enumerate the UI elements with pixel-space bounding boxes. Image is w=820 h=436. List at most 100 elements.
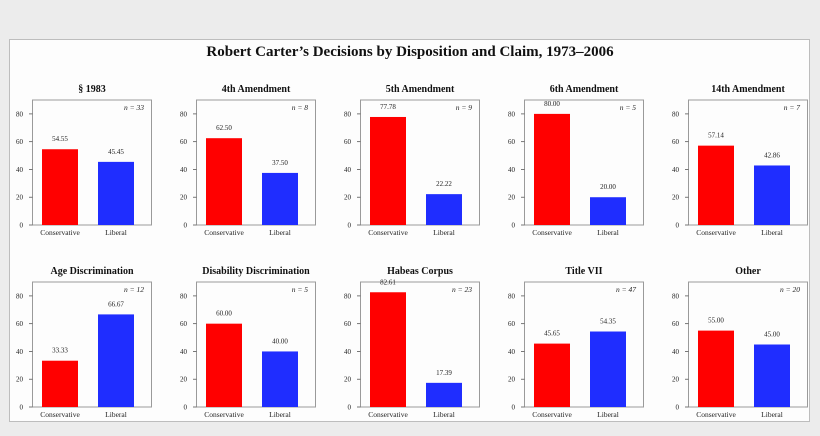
bar-liberal [754, 344, 790, 407]
bar-conservative [698, 145, 734, 225]
category-label: Conservative [204, 228, 244, 237]
category-label: Conservative [40, 228, 80, 237]
bar-conservative [534, 113, 570, 225]
value-label: 33.33 [52, 347, 68, 355]
bar-liberal [262, 351, 298, 407]
n-label: n = 5 [620, 103, 637, 112]
y-tick-label: 60 [16, 138, 24, 146]
panel-title: Habeas Corpus [387, 266, 453, 277]
y-tick-label: 40 [180, 348, 188, 356]
category-label: Liberal [269, 410, 291, 419]
bar-liberal [98, 161, 134, 225]
y-tick-label: 60 [672, 320, 680, 328]
y-tick-label: 40 [344, 348, 352, 356]
panel-title: Title VII [565, 266, 602, 277]
n-label: n = 8 [292, 103, 309, 112]
value-label: 42.86 [764, 151, 780, 159]
category-label: Conservative [204, 410, 244, 419]
panel-7: Disability Discrimination 0 20 40 60 80 60.00 C… [180, 266, 316, 419]
bar-liberal [426, 382, 462, 407]
y-tick-label: 20 [344, 194, 352, 202]
plot-border [360, 99, 480, 226]
y-tick-label: 0 [184, 404, 188, 412]
chart-title: Robert Carter’s Decisions by Disposition… [206, 44, 614, 60]
y-tick-label: 0 [20, 404, 24, 412]
value-label: 20.00 [600, 183, 616, 191]
value-label: 80.00 [544, 100, 560, 108]
value-label: 55.00 [708, 317, 724, 325]
panel-title: Other [735, 266, 761, 277]
y-tick-label: 60 [344, 320, 352, 328]
bar-conservative [206, 138, 242, 225]
category-label: Conservative [532, 410, 572, 419]
y-tick-label: 60 [16, 320, 24, 328]
panel-8: Habeas Corpus 0 20 40 60 80 82.61 Conservative 1… [344, 266, 480, 419]
value-label: 54.35 [600, 318, 616, 326]
bar-liberal [590, 197, 626, 225]
bar-liberal [426, 194, 462, 225]
y-tick-label: 80 [344, 292, 352, 300]
panel-10: Other 0 20 40 60 80 55.00 Conservative 45.00 Libe… [672, 266, 808, 419]
y-tick-label: 20 [508, 376, 516, 384]
y-tick-label: 40 [508, 166, 516, 174]
plot-border [32, 99, 152, 226]
value-label: 62.50 [216, 124, 232, 132]
n-label: n = 20 [780, 285, 800, 294]
panel-title: § 1983 [78, 84, 106, 95]
n-label: n = 5 [292, 285, 309, 294]
y-tick-label: 20 [344, 376, 352, 384]
y-tick-label: 20 [180, 376, 188, 384]
y-tick-label: 60 [180, 138, 188, 146]
panel-title: 5th Amendment [386, 84, 455, 95]
y-tick-label: 80 [180, 292, 188, 300]
panel-3: 5th Amendment 0 20 40 60 80 77.78 Conservative 2… [344, 84, 480, 237]
plot-border [688, 281, 808, 408]
y-tick-label: 40 [180, 166, 188, 174]
y-tick-label: 60 [508, 320, 516, 328]
panel-4: 6th Amendment 0 20 40 60 80 80.00 Conservative 2… [508, 84, 644, 237]
y-tick-label: 80 [672, 292, 680, 300]
panel-1: § 1983 0 20 40 60 80 54.55 Conservative 45.45 Lib… [16, 84, 152, 237]
plot-border [32, 281, 152, 408]
y-tick-label: 20 [16, 194, 24, 202]
y-tick-label: 60 [672, 138, 680, 146]
y-tick-label: 0 [676, 222, 680, 230]
panel-9: Title VII 0 20 40 60 80 45.65 Conservative 54.35… [508, 266, 644, 419]
y-tick-label: 0 [348, 404, 352, 412]
category-label: Conservative [532, 228, 572, 237]
y-tick-label: 0 [512, 404, 516, 412]
y-tick-label: 20 [16, 376, 24, 384]
value-label: 45.00 [764, 331, 780, 339]
value-label: 82.61 [380, 278, 396, 286]
y-tick-label: 40 [672, 166, 680, 174]
category-label: Liberal [433, 410, 455, 419]
y-tick-label: 20 [180, 194, 188, 202]
figure-frame [9, 39, 810, 422]
bar-conservative [698, 330, 734, 407]
value-label: 54.55 [52, 135, 68, 143]
category-label: Conservative [368, 228, 408, 237]
n-label: n = 23 [452, 285, 472, 294]
y-tick-label: 80 [672, 110, 680, 118]
y-tick-label: 40 [16, 348, 24, 356]
category-label: Liberal [761, 410, 783, 419]
category-label: Liberal [105, 410, 127, 419]
category-label: Liberal [597, 410, 619, 419]
n-label: n = 47 [616, 285, 636, 294]
y-tick-label: 0 [348, 222, 352, 230]
plot-border [196, 99, 316, 226]
y-tick-label: 60 [508, 138, 516, 146]
value-label: 17.39 [436, 369, 452, 377]
plot-border [524, 281, 644, 408]
bar-liberal [754, 165, 790, 225]
category-label: Liberal [269, 228, 291, 237]
value-label: 45.65 [544, 330, 560, 338]
n-label: n = 33 [124, 103, 144, 112]
category-label: Conservative [696, 410, 736, 419]
panel-title: Age Discrimination [50, 266, 133, 277]
panel-title: Disability Discrimination [202, 266, 310, 277]
y-tick-label: 40 [16, 166, 24, 174]
panel-5: 14th Amendment 0 20 40 60 80 57.14 Conservative… [672, 84, 808, 237]
value-label: 77.78 [380, 103, 396, 111]
y-tick-label: 0 [184, 222, 188, 230]
